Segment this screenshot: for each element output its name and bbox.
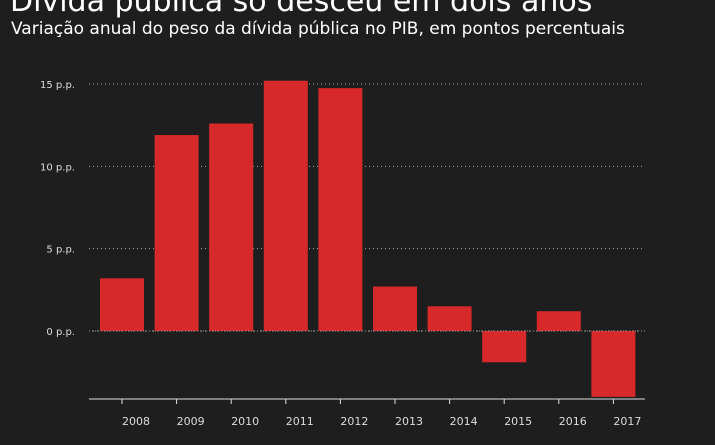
y-tick-label: 10 p.p.: [40, 162, 75, 173]
x-tick-label: 2017: [613, 415, 641, 428]
bar-2017: [591, 331, 636, 397]
x-tick-label: 2009: [177, 415, 205, 428]
bar-2011: [263, 80, 308, 331]
y-tick-label: 5 p.p.: [46, 245, 75, 256]
x-tick-label: 2010: [231, 415, 259, 428]
x-tick-label: 2012: [340, 415, 368, 428]
bar-2016: [536, 311, 581, 331]
bar-2009: [154, 135, 199, 331]
x-tick-label: 2011: [286, 415, 314, 428]
chart-subtitle: Variação anual do peso da dívida pública…: [11, 19, 625, 39]
bar-2010: [209, 123, 254, 332]
bar-2014: [427, 306, 472, 331]
bar-2015: [482, 331, 527, 363]
y-tick-label: 15 p.p.: [40, 80, 75, 91]
bar-2008: [100, 278, 144, 331]
x-tick-label: 2015: [504, 415, 532, 428]
y-tick-label: 0 p.p.: [46, 327, 75, 338]
bar-2012: [318, 88, 363, 331]
x-tick-label: 2016: [559, 415, 587, 428]
chart-title: Dívida pública só desceu em dois anos: [10, 0, 593, 19]
x-tick-label: 2014: [450, 415, 478, 428]
x-tick-label: 2013: [395, 415, 423, 428]
bar-2013: [373, 286, 417, 331]
x-tick-label: 2008: [122, 415, 150, 428]
